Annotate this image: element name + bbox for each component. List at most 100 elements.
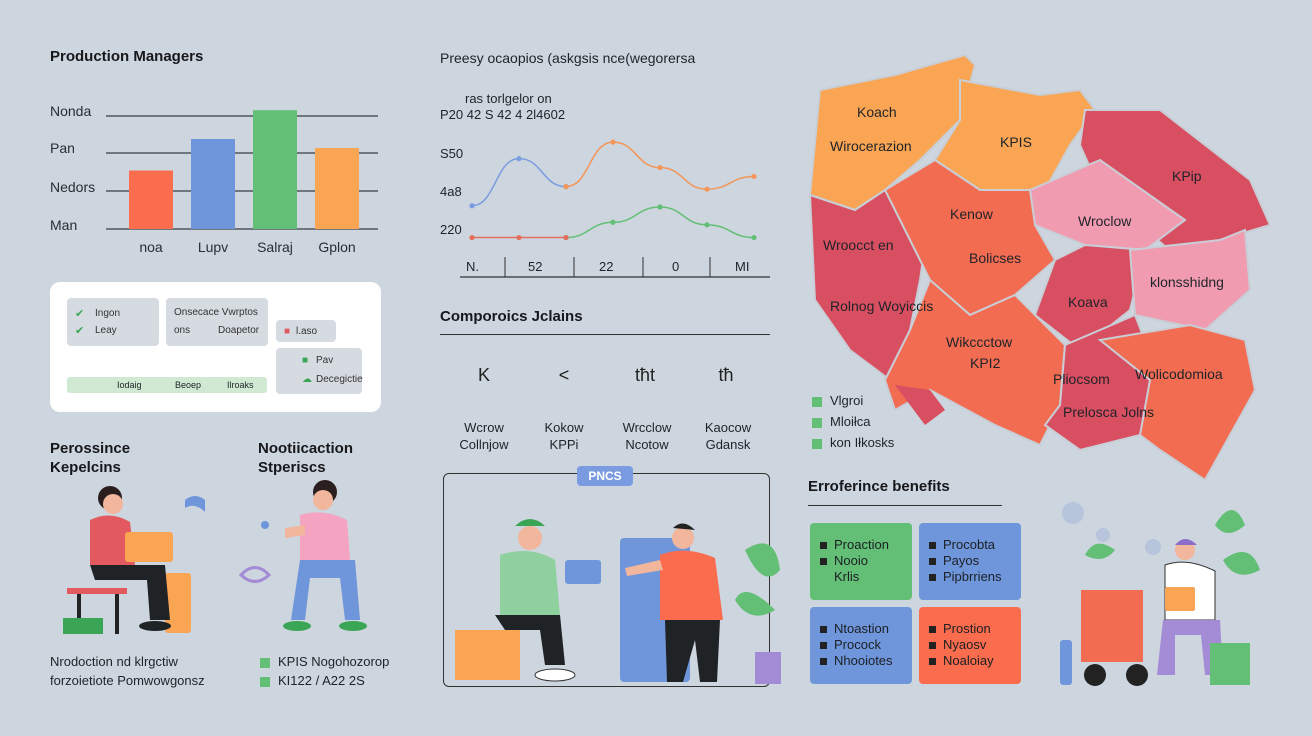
line-chart-title: Preesy ocaopios (askgsis nce(wegorersa <box>440 50 696 66</box>
arm <box>625 560 663 576</box>
x-tick-label: Gplon <box>318 239 355 255</box>
tablet <box>565 560 601 584</box>
pncs-badge: PNCS <box>577 466 633 486</box>
pot <box>755 652 781 684</box>
face <box>518 526 542 550</box>
map-region <box>933 78 1097 191</box>
series-point-orange <box>704 186 710 192</box>
chip-text: Onsecace Vwrptos <box>174 307 258 318</box>
leaf <box>735 592 775 616</box>
bar-item: Ilroaks <box>227 380 254 390</box>
region-label: Pliocsom <box>1053 371 1110 387</box>
region-label: Rolnog Woyiccis <box>830 298 934 314</box>
arm <box>285 525 305 538</box>
shoe <box>339 621 367 631</box>
x-tick-label: MI <box>735 259 750 274</box>
benefit-box[interactable]: Ntoastion Procock Nhooiotes <box>810 607 912 684</box>
bench-leg <box>77 594 81 634</box>
cart <box>1081 590 1143 662</box>
section-title: Perossince Kepelcins <box>50 439 130 477</box>
speech-bubble <box>185 496 205 512</box>
legend-swatch <box>260 676 270 687</box>
pants <box>665 620 720 682</box>
benefit-item: Procobta <box>943 537 996 552</box>
series-line-green <box>565 206 755 239</box>
component-circle[interactable]: tħ <box>699 348 753 402</box>
title-line: Stperiscs <box>258 459 326 476</box>
y-tick-label: 220 <box>440 222 462 237</box>
benefit-box[interactable]: Proaction Nooio Krlis <box>810 523 912 600</box>
label-line: KPPi <box>549 437 579 452</box>
region-label: KPip <box>1172 168 1202 184</box>
package <box>1165 587 1195 611</box>
region-label: Wroocct en <box>823 237 894 253</box>
benefit-box[interactable]: Procobta Payos Pipbrriens <box>919 523 1021 600</box>
benefit-item: Pipbrriens <box>943 569 1002 584</box>
bar-item: Iodaig <box>117 380 142 390</box>
section-title: Nootiicaction Stperiscs <box>258 439 353 477</box>
scribble <box>238 566 272 583</box>
label-line: Wrcclow <box>622 420 672 435</box>
component-circle[interactable]: tħt <box>618 348 672 402</box>
series-point-green <box>704 222 710 228</box>
pants <box>1157 620 1223 675</box>
box <box>455 630 520 680</box>
notif-chip[interactable]: Onsecace Vwrptos ons Doapetor <box>166 298 268 346</box>
bubble <box>1096 528 1110 542</box>
bottle <box>1060 640 1072 685</box>
benefit-item: Procock <box>834 637 881 652</box>
component-label: Wcrow Collnjow <box>448 419 520 453</box>
series-point-green <box>610 219 616 225</box>
notif-chip[interactable]: ■ l.aso <box>276 320 336 342</box>
region-label: Wolicodomioa <box>1135 366 1223 382</box>
region-label: KPIS <box>1000 134 1032 150</box>
line-chart-subtitle: ras torlgelor on <box>465 91 552 106</box>
benefit-item: Payos <box>943 553 980 568</box>
shirt <box>90 515 135 565</box>
circle-glyph: tħt <box>634 365 655 385</box>
notif-progress-bar[interactable]: Iodaig Beoep Ilroaks <box>67 377 267 393</box>
benefit-item: Nhooiotes <box>834 653 893 668</box>
team-illustration <box>455 519 781 684</box>
label-line: Collnjow <box>459 437 509 452</box>
y-tick-label: 4a8 <box>440 184 462 199</box>
legend-text: kon Iłkosks <box>830 435 895 450</box>
y-tick-label: S50 <box>440 146 464 161</box>
laptop <box>125 532 173 562</box>
pot <box>1210 643 1250 685</box>
cloud-icon: ☁ <box>302 374 312 385</box>
region-label: Wirocerazion <box>830 138 912 154</box>
benefit-box[interactable]: Prostion Nyaosv Noaloiay <box>919 607 1021 684</box>
notif-chip[interactable]: ■ Pav ☁ Decegictie <box>276 348 363 394</box>
region-label: Koava <box>1068 294 1108 310</box>
check-icon: ✔ <box>75 325 85 337</box>
status-icon: ■ <box>302 355 309 366</box>
region-label: Bolicses <box>969 250 1022 266</box>
shoe <box>139 621 171 631</box>
component-circle[interactable]: < <box>537 348 591 402</box>
leaf <box>1215 510 1245 533</box>
alert-icon: ■ <box>284 326 291 337</box>
bar-row-label: Nonda <box>50 103 92 119</box>
region-label: Koach <box>857 104 897 120</box>
x-tick-label: N. <box>466 259 479 274</box>
component-circle[interactable]: K <box>457 348 511 402</box>
component-label: Kaocow Gdansk <box>690 419 766 453</box>
leaf <box>1223 552 1260 575</box>
notif-chip[interactable]: ✔ ✔ Ingon Leay <box>67 298 159 346</box>
label-line: Ncotow <box>625 437 669 452</box>
face <box>672 527 694 549</box>
legend-swatch <box>812 417 822 428</box>
benefit-item: Ntoastion <box>834 621 889 636</box>
caption: Nrodoction nd klrgctiw forzoietiote Pomw… <box>50 652 205 690</box>
series-point-blue <box>516 156 522 162</box>
series-point-green <box>751 234 757 241</box>
chip-text: Pav <box>316 355 334 366</box>
bubble <box>1145 539 1161 555</box>
region-label: KPI2 <box>970 355 1001 371</box>
series-point-orange <box>610 139 616 145</box>
caption-line: Nrodoction nd klrgctiw <box>50 654 178 669</box>
bar-chart: noa Lupv Salraj Gplon <box>106 110 378 255</box>
series-point-red <box>563 234 569 241</box>
region-label: Prelosca Jolns <box>1063 404 1155 420</box>
